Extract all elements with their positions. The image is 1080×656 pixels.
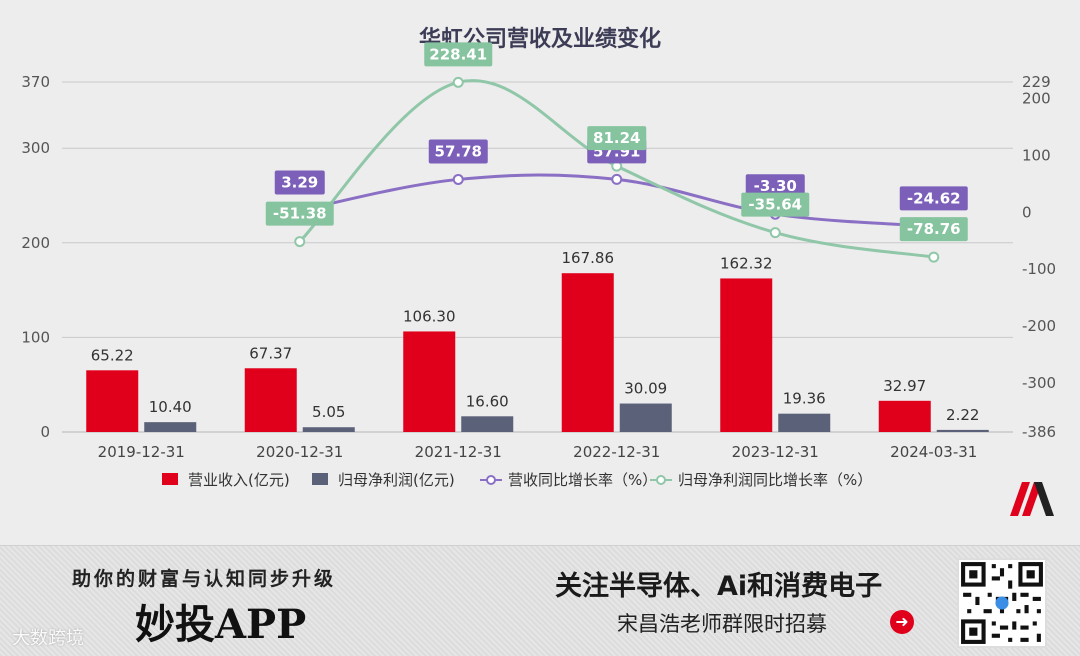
x-tick-label: 2020-12-31 — [256, 443, 343, 461]
promo-headline: 关注半导体、Ai和消费电子 — [555, 571, 883, 602]
legend-marker — [656, 475, 666, 485]
line-value-tag — [428, 139, 488, 164]
bar — [720, 278, 773, 432]
y-left-tick-label: 0 — [40, 423, 50, 441]
x-tick-label: 2023-12-31 — [732, 443, 819, 461]
line-point — [452, 76, 464, 88]
bar-value-label: 5.05 — [312, 403, 345, 421]
app-name-logo: 妙投APP — [135, 601, 307, 648]
slogan-text: 助你的财富与认知同步升级 — [72, 568, 337, 590]
legend-label: 归母净利润(亿元) — [338, 471, 455, 489]
x-tick-label: 2019-12-31 — [98, 443, 185, 461]
line-point — [928, 251, 940, 263]
bar — [619, 403, 672, 432]
bar-value-label: 65.22 — [91, 346, 134, 364]
y-left-tick-label: 370 — [21, 73, 50, 91]
legend-label: 营收同比增长率（%） — [508, 471, 657, 489]
y-right-tick-label: -300 — [1022, 374, 1056, 392]
bar-value-label: 19.36 — [783, 390, 826, 408]
line-value-label: -51.38 — [273, 205, 327, 223]
y-left-tick-label: 100 — [21, 328, 50, 346]
bar-value-label: 67.37 — [249, 344, 292, 362]
line-value-label: 228.41 — [429, 45, 487, 63]
bar-value-label: 32.97 — [883, 377, 926, 395]
line-value-tag — [265, 201, 334, 226]
line-point — [294, 236, 306, 248]
bar-value-label: 2.22 — [946, 406, 979, 424]
chart-area: 华虹公司营收及业绩变化 0 100 200 300 370 -386 -300 -200 -10… — [21, 26, 1057, 516]
line-value-tag — [899, 217, 968, 242]
bar — [86, 370, 139, 432]
y-right-tick-label: -386 — [1022, 423, 1056, 441]
line-value-tag — [741, 192, 810, 217]
line-point — [769, 227, 781, 239]
y-left-tick-label: 200 — [21, 234, 50, 252]
legend-label: 归母净利润同比增长率（%） — [678, 471, 872, 489]
legend-swatch — [162, 473, 178, 485]
promo-footer: 助你的财富与认知同步升级 妙投APP 大数跨境 关注半导体、Ai和消费电子 宋昌… — [0, 545, 1080, 656]
bar-value-label: 167.86 — [562, 249, 615, 267]
line-point — [452, 173, 464, 185]
brand-logo-icon — [1010, 482, 1054, 516]
y-left-tick-label: 300 — [21, 139, 50, 157]
qr-code-icon[interactable] — [957, 558, 1047, 648]
chart-svg: 华虹公司营收及业绩变化 0100200300370-386-300-200-10… — [21, 26, 1056, 489]
y-right-tick-label: 200 — [1022, 90, 1051, 108]
bar-value-label: 162.32 — [720, 254, 773, 272]
line-value-tag — [587, 126, 647, 151]
y-right-tick-label: 0 — [1022, 203, 1032, 221]
y-right-tick-label: -100 — [1022, 260, 1056, 278]
bar — [878, 400, 931, 432]
watermark-text: 大数跨境 — [12, 628, 84, 649]
arrow-right-icon[interactable]: ➜ — [890, 610, 914, 634]
bar-value-label: 10.40 — [149, 398, 192, 416]
line-value-label: 3.29 — [281, 173, 318, 191]
x-tick-label: 2024-03-31 — [890, 443, 977, 461]
legend-label: 营业收入(亿元) — [188, 471, 290, 489]
y-right-tick-label: -200 — [1022, 317, 1056, 335]
bar-value-label: 106.30 — [403, 307, 456, 325]
legend-swatch — [312, 473, 328, 485]
bar-value-label: 30.09 — [624, 380, 667, 398]
y-right-tick-label: 229 — [1022, 73, 1051, 91]
bar — [936, 429, 989, 432]
bar — [244, 368, 297, 432]
promo-subline: 宋昌浩老师群限时招募 — [617, 612, 827, 636]
line-value-label: -3.30 — [754, 177, 797, 195]
bar-value-label: 16.60 — [466, 392, 509, 410]
line-value-tag — [274, 170, 325, 195]
line-value-label: -24.62 — [907, 189, 961, 207]
x-tick-label: 2021-12-31 — [415, 443, 502, 461]
bar — [403, 331, 456, 432]
bar — [778, 413, 831, 432]
line-value-tag — [745, 174, 805, 199]
line-point — [611, 173, 623, 185]
line-value-label: 57.78 — [435, 142, 482, 160]
x-tick-label: 2022-12-31 — [573, 443, 660, 461]
line-value-label: -78.76 — [907, 220, 961, 238]
line-value-label: 81.24 — [593, 129, 640, 147]
legend-marker — [486, 475, 496, 485]
y-right-tick-label: 100 — [1022, 146, 1051, 164]
bar — [302, 427, 355, 432]
bar — [461, 416, 514, 432]
line-value-tag — [899, 186, 968, 211]
line-value-label: -35.64 — [748, 196, 802, 214]
line-value-tag — [424, 42, 493, 67]
bar — [144, 422, 197, 432]
bar — [561, 273, 614, 432]
